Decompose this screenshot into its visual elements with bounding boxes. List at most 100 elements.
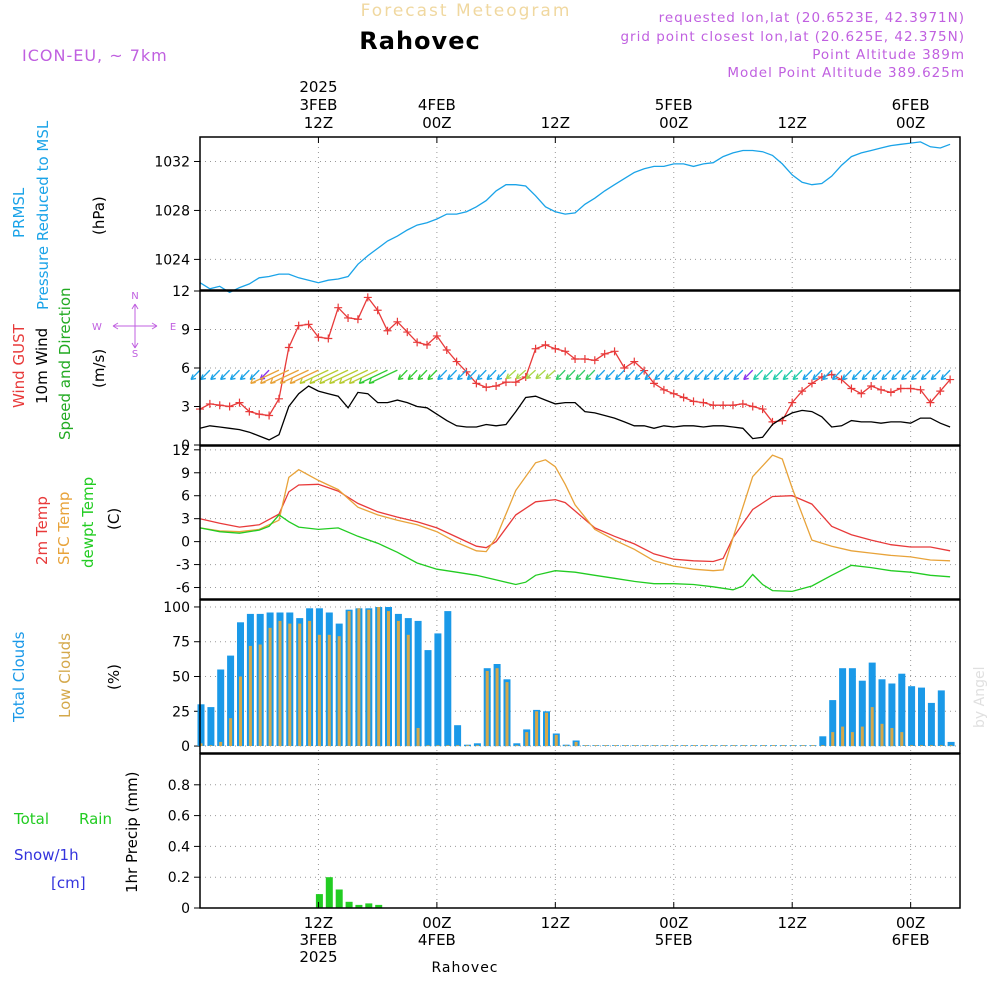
wind-arrow-head <box>309 378 316 385</box>
wind-arrow-head <box>812 374 818 381</box>
model-label: ICON-EU, ~ 7km <box>22 46 168 65</box>
bar <box>345 901 353 908</box>
top-time-label: 4FEB <box>418 96 456 114</box>
data-point <box>561 347 570 356</box>
series-line <box>199 454 951 572</box>
bar <box>878 679 886 747</box>
point-altitude: Point Altitude 389m <box>812 47 965 63</box>
wind-arrow <box>595 369 606 380</box>
wind-arrow-head <box>831 374 838 381</box>
wind-arrow <box>525 369 537 380</box>
bar <box>858 680 866 747</box>
wind-arrow-head <box>743 374 749 381</box>
wind-arrow-head <box>861 374 868 381</box>
prmsl-desc-label: Pressure Reduced to MSL <box>34 120 52 310</box>
y-tick-label: 0.8 <box>168 778 190 794</box>
bar <box>870 707 874 746</box>
y-tick-label: 0.4 <box>168 839 190 855</box>
bottom-time-label: 3FEB <box>299 931 337 949</box>
wind-arrow <box>210 369 221 380</box>
wind-arrow <box>535 369 546 380</box>
series-line <box>199 483 951 563</box>
data-point <box>324 334 333 343</box>
sfc-temp-label: SFC Temp <box>55 492 73 565</box>
bar <box>772 745 775 746</box>
wind-arrow <box>911 369 921 380</box>
wind-arrow-head <box>260 378 266 385</box>
precip-axis-label: 1hr Precip (mm) <box>123 772 141 893</box>
wind-arrow-head <box>368 378 375 385</box>
data-point <box>225 402 234 411</box>
top-time-label: 00Z <box>896 114 925 132</box>
wind-arrow <box>437 369 448 380</box>
y-tick-label: 25 <box>172 704 190 720</box>
wind-arrow <box>841 369 852 380</box>
wind-arrow <box>249 369 260 380</box>
bar <box>732 745 736 746</box>
wind-unit-label: (m/s) <box>90 349 108 388</box>
wind-arrow <box>871 369 882 380</box>
wind-arrow <box>693 369 704 380</box>
bar <box>829 700 837 746</box>
wind-arrow-head <box>822 374 828 381</box>
bar <box>880 723 884 747</box>
bar <box>819 736 827 746</box>
wind-arrow-head <box>585 374 591 381</box>
wind-arrow-head <box>229 374 236 381</box>
wind-arrow <box>822 369 833 380</box>
data-point <box>896 384 905 393</box>
bar <box>762 745 766 746</box>
data-point <box>551 344 560 353</box>
data-point <box>274 394 283 403</box>
bar <box>217 669 225 746</box>
wind-arrow-head <box>279 378 286 385</box>
wind-arrow-head <box>910 374 917 381</box>
bar <box>683 745 687 746</box>
bar <box>920 745 923 746</box>
wind-arrow <box>772 369 783 380</box>
bar <box>839 668 847 747</box>
bar <box>406 634 410 747</box>
data-point <box>580 355 589 364</box>
y-tick-label: 100 <box>163 600 190 616</box>
wind-arrow <box>299 369 329 384</box>
wind-arrow-head <box>535 373 542 380</box>
data-point <box>472 379 481 388</box>
data-point <box>413 338 422 347</box>
bar <box>424 650 432 747</box>
bar <box>197 704 205 746</box>
wind-arrow <box>496 369 507 380</box>
bar <box>584 745 588 746</box>
bar <box>623 745 627 746</box>
bar <box>434 633 442 747</box>
wind-arrow-head <box>417 374 424 381</box>
t2m-label: 2m Temp <box>33 496 51 565</box>
wind-arrow-head <box>219 374 226 381</box>
bar <box>947 741 955 747</box>
data-point <box>344 313 353 322</box>
y-tick-label: 0 <box>181 535 190 551</box>
data-point <box>511 378 520 387</box>
wind-arrow-head <box>575 374 582 381</box>
temp-unit-label: (C) <box>105 508 123 530</box>
wind-arrow-head <box>782 374 789 381</box>
data-point <box>798 387 807 396</box>
y-tick-label: 12 <box>172 443 190 459</box>
data-point <box>235 398 244 407</box>
top-time-label: 00Z <box>659 114 688 132</box>
bottom-time-label: 4FEB <box>418 931 456 949</box>
bar <box>416 728 420 747</box>
bottom-time-label: 00Z <box>896 914 925 932</box>
bar <box>288 623 292 746</box>
data-point <box>541 340 550 349</box>
data-point <box>600 349 609 358</box>
wind-arrow <box>901 369 912 380</box>
bar <box>554 734 558 746</box>
y-tick-label: 0 <box>181 901 190 917</box>
wind-arrow <box>280 369 309 384</box>
low-clouds-label: Low Clouds <box>56 633 74 718</box>
wind-arrow <box>733 369 744 380</box>
wind-arrow <box>743 369 754 380</box>
data-point <box>314 333 323 342</box>
wind-arrow-head <box>338 378 345 385</box>
